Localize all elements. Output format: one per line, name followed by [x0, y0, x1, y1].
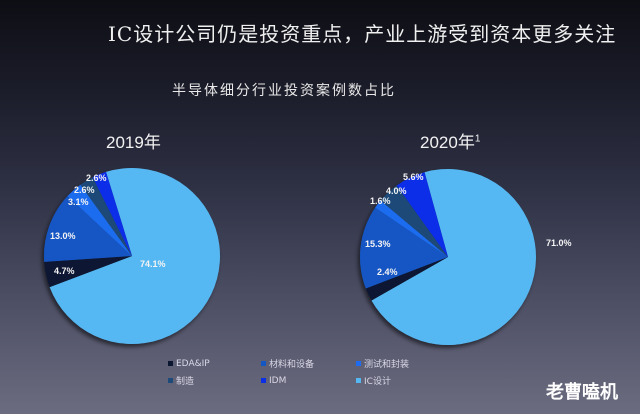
pie-slice: [44, 256, 132, 288]
pie-slice: [80, 177, 132, 256]
legend-item: EDA&IP: [168, 357, 261, 370]
slice-label: 13.0%: [50, 231, 76, 241]
slice-label: 3.1%: [68, 197, 89, 207]
watermark: 老曹嗑机: [546, 382, 618, 403]
slice-label: 2.4%: [377, 267, 398, 277]
legend-item: IC设计: [356, 374, 451, 387]
legend-swatch-icon: [356, 378, 361, 383]
legend-swatch-icon: [168, 378, 173, 383]
pie-slice: [380, 185, 448, 257]
slice-label: 1.6%: [370, 196, 391, 206]
pie-slice: [371, 169, 536, 345]
pie-slice: [92, 171, 132, 256]
pie-chart-2019: [44, 168, 221, 345]
pie-slice: [67, 184, 132, 256]
slice-label: 2.6%: [86, 173, 107, 183]
pie-slice: [49, 168, 221, 345]
legend-label: EDA&IP: [176, 358, 210, 369]
legend-item: 材料和设备: [261, 357, 356, 370]
legend-label: 测试和封装: [364, 360, 410, 370]
slide-title: IC设计公司仍是投资重点，产业上游受到资本更多关注: [108, 22, 617, 46]
pie-2019-title: 2019年: [106, 133, 161, 152]
legend-swatch-icon: [261, 378, 266, 383]
legend-label: IDM: [269, 375, 287, 386]
slice-label: 15.3%: [365, 239, 391, 249]
legend-swatch-icon: [168, 361, 173, 366]
slice-label: 74.1%: [140, 259, 166, 269]
slice-label: 4.7%: [54, 266, 75, 276]
slice-label: 71.0%: [546, 238, 572, 248]
legend-swatch-icon: [261, 361, 266, 366]
pie-2020-title: 2020年1: [420, 133, 481, 152]
legend-swatch-icon: [356, 361, 361, 366]
pie-slice: [360, 207, 448, 289]
pie-chart-2020: [360, 169, 536, 345]
pie-slice: [365, 257, 448, 301]
legend-item: 测试和封装: [356, 357, 451, 370]
legend-label: IC设计: [364, 377, 391, 387]
slice-label: 4.0%: [386, 186, 407, 196]
legend-item: IDM: [261, 374, 356, 387]
legend: EDA&IP 材料和设备 测试和封装制造 IDM IC设计: [168, 357, 451, 387]
legend-label: 制造: [176, 377, 195, 387]
legend-label: 材料和设备: [269, 360, 315, 370]
slice-label: 5.6%: [403, 172, 424, 182]
chart-subtitle: 半导体细分行业投资案例数占比: [172, 83, 396, 99]
pie-slice: [396, 172, 448, 257]
legend-item: 制造: [168, 374, 261, 387]
pie-slice: [375, 200, 448, 257]
pie-slice: [44, 196, 132, 262]
slice-label: 2.6%: [74, 185, 95, 195]
